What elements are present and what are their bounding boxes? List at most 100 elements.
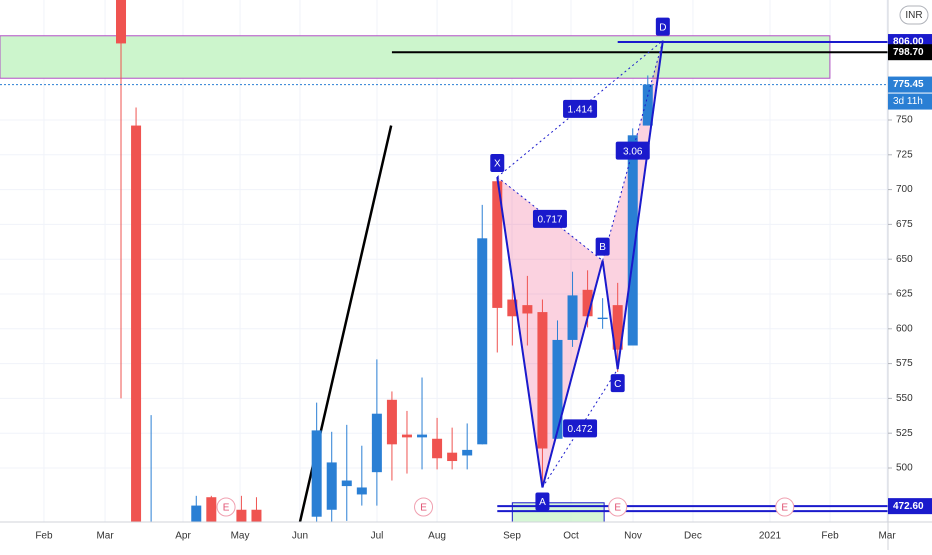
x-tick-label: Feb [821, 531, 839, 542]
pattern-line [602, 40, 664, 261]
candle-body [462, 449, 473, 456]
y-tick-label: 650 [896, 254, 913, 265]
point-label: A [539, 497, 546, 508]
candle-body [507, 299, 518, 317]
price-label-box [888, 498, 932, 515]
x-tick-label: Jun [292, 531, 308, 542]
candle-body [477, 238, 488, 445]
pattern-line [496, 40, 664, 178]
x-tick-label: Sep [503, 531, 521, 542]
pattern-line [496, 176, 544, 488]
candle-body [341, 480, 352, 487]
earnings-marker [608, 497, 628, 517]
candle-body [597, 317, 608, 320]
price-label: 775.45 [893, 79, 924, 90]
x-tick-label: 2021 [759, 531, 782, 542]
y-tick-label: 600 [896, 323, 913, 334]
point-box [610, 374, 625, 393]
candle-body [401, 434, 412, 438]
earnings-label: E [420, 503, 427, 514]
x-tick-label: Mar [96, 531, 114, 542]
ratio-label: 1.414 [568, 104, 593, 115]
candle-body [326, 462, 337, 510]
y-tick-label: 625 [896, 289, 913, 300]
ratio-box [563, 99, 598, 118]
candle-body [447, 452, 458, 462]
x-tick-label: May [231, 531, 250, 542]
ratio-box [563, 419, 598, 438]
y-tick-label: 750 [896, 115, 913, 126]
earnings-marker [216, 497, 236, 517]
pattern-area [497, 177, 603, 488]
currency-label[interactable]: INR [905, 10, 922, 21]
point-label: D [659, 22, 666, 33]
x-tick-label: Apr [175, 531, 191, 542]
point-box [655, 17, 670, 36]
y-tick-label: 525 [896, 428, 913, 439]
ratio-label: 0.717 [537, 214, 562, 225]
price-label: 806.00 [893, 37, 924, 48]
earnings-marker [775, 497, 795, 517]
price-label-box [888, 44, 932, 61]
x-tick-label: Nov [624, 531, 642, 542]
point-box [490, 154, 505, 173]
currency-button[interactable]: INR [899, 5, 929, 25]
pattern-line [616, 40, 664, 370]
ratio-label: 3.06 [623, 146, 643, 157]
candle-body [612, 305, 623, 350]
point-label: X [494, 159, 501, 170]
candle-body [206, 497, 217, 522]
point-box [595, 237, 610, 256]
ratio-box [615, 141, 650, 160]
candle-body [417, 434, 428, 438]
candle-body [537, 312, 548, 449]
x-tick-label: Mar [878, 531, 896, 542]
candle-body [191, 505, 202, 522]
candle-body [356, 487, 367, 495]
x-tick-label: Jul [371, 531, 384, 542]
axes: 500 525 550 575 600 625 650 675 700 725 750 Feb Mar A… [35, 34, 932, 542]
y-tick-label: 500 [896, 463, 913, 474]
candle-body [432, 438, 443, 459]
candle-body [386, 399, 397, 445]
earnings-label: E [223, 503, 230, 514]
candle-body [311, 430, 322, 517]
candle-body [642, 84, 653, 126]
pattern-line [541, 260, 604, 488]
price-label: 798.70 [893, 47, 924, 58]
price-label-box [888, 76, 932, 93]
candle-body [116, 0, 127, 44]
currency-button-frame[interactable] [899, 5, 929, 25]
pattern-line [601, 260, 619, 370]
ratio-label: 0.472 [568, 424, 593, 435]
candle-body [522, 305, 533, 314]
candle-body [371, 413, 382, 473]
ratio-box [532, 209, 567, 228]
price-label: 472.60 [893, 501, 924, 512]
x-tick-label: Dec [684, 531, 702, 542]
plot-area [0, 0, 888, 522]
point-label: C [614, 379, 621, 390]
candle-body [251, 509, 262, 522]
point-box [535, 492, 550, 511]
candle-body [236, 509, 247, 522]
y-tick-label: 725 [896, 149, 913, 160]
earnings-label: E [614, 503, 621, 514]
candle-body [552, 339, 563, 439]
y-tick-label: 675 [896, 219, 913, 230]
earnings-label: E [781, 503, 788, 514]
countdown: 3d 11h [893, 96, 923, 107]
earnings-marker [414, 497, 434, 517]
candle-body [131, 125, 142, 522]
countdown-box [888, 93, 932, 110]
x-tick-label: Aug [428, 531, 446, 542]
y-tick-label: 550 [896, 393, 913, 404]
box [511, 502, 605, 522]
y-tick-label: 700 [896, 184, 913, 195]
x-tick-label: Oct [563, 531, 579, 542]
candle-body [627, 135, 638, 346]
y-tick-label: 575 [896, 358, 913, 369]
